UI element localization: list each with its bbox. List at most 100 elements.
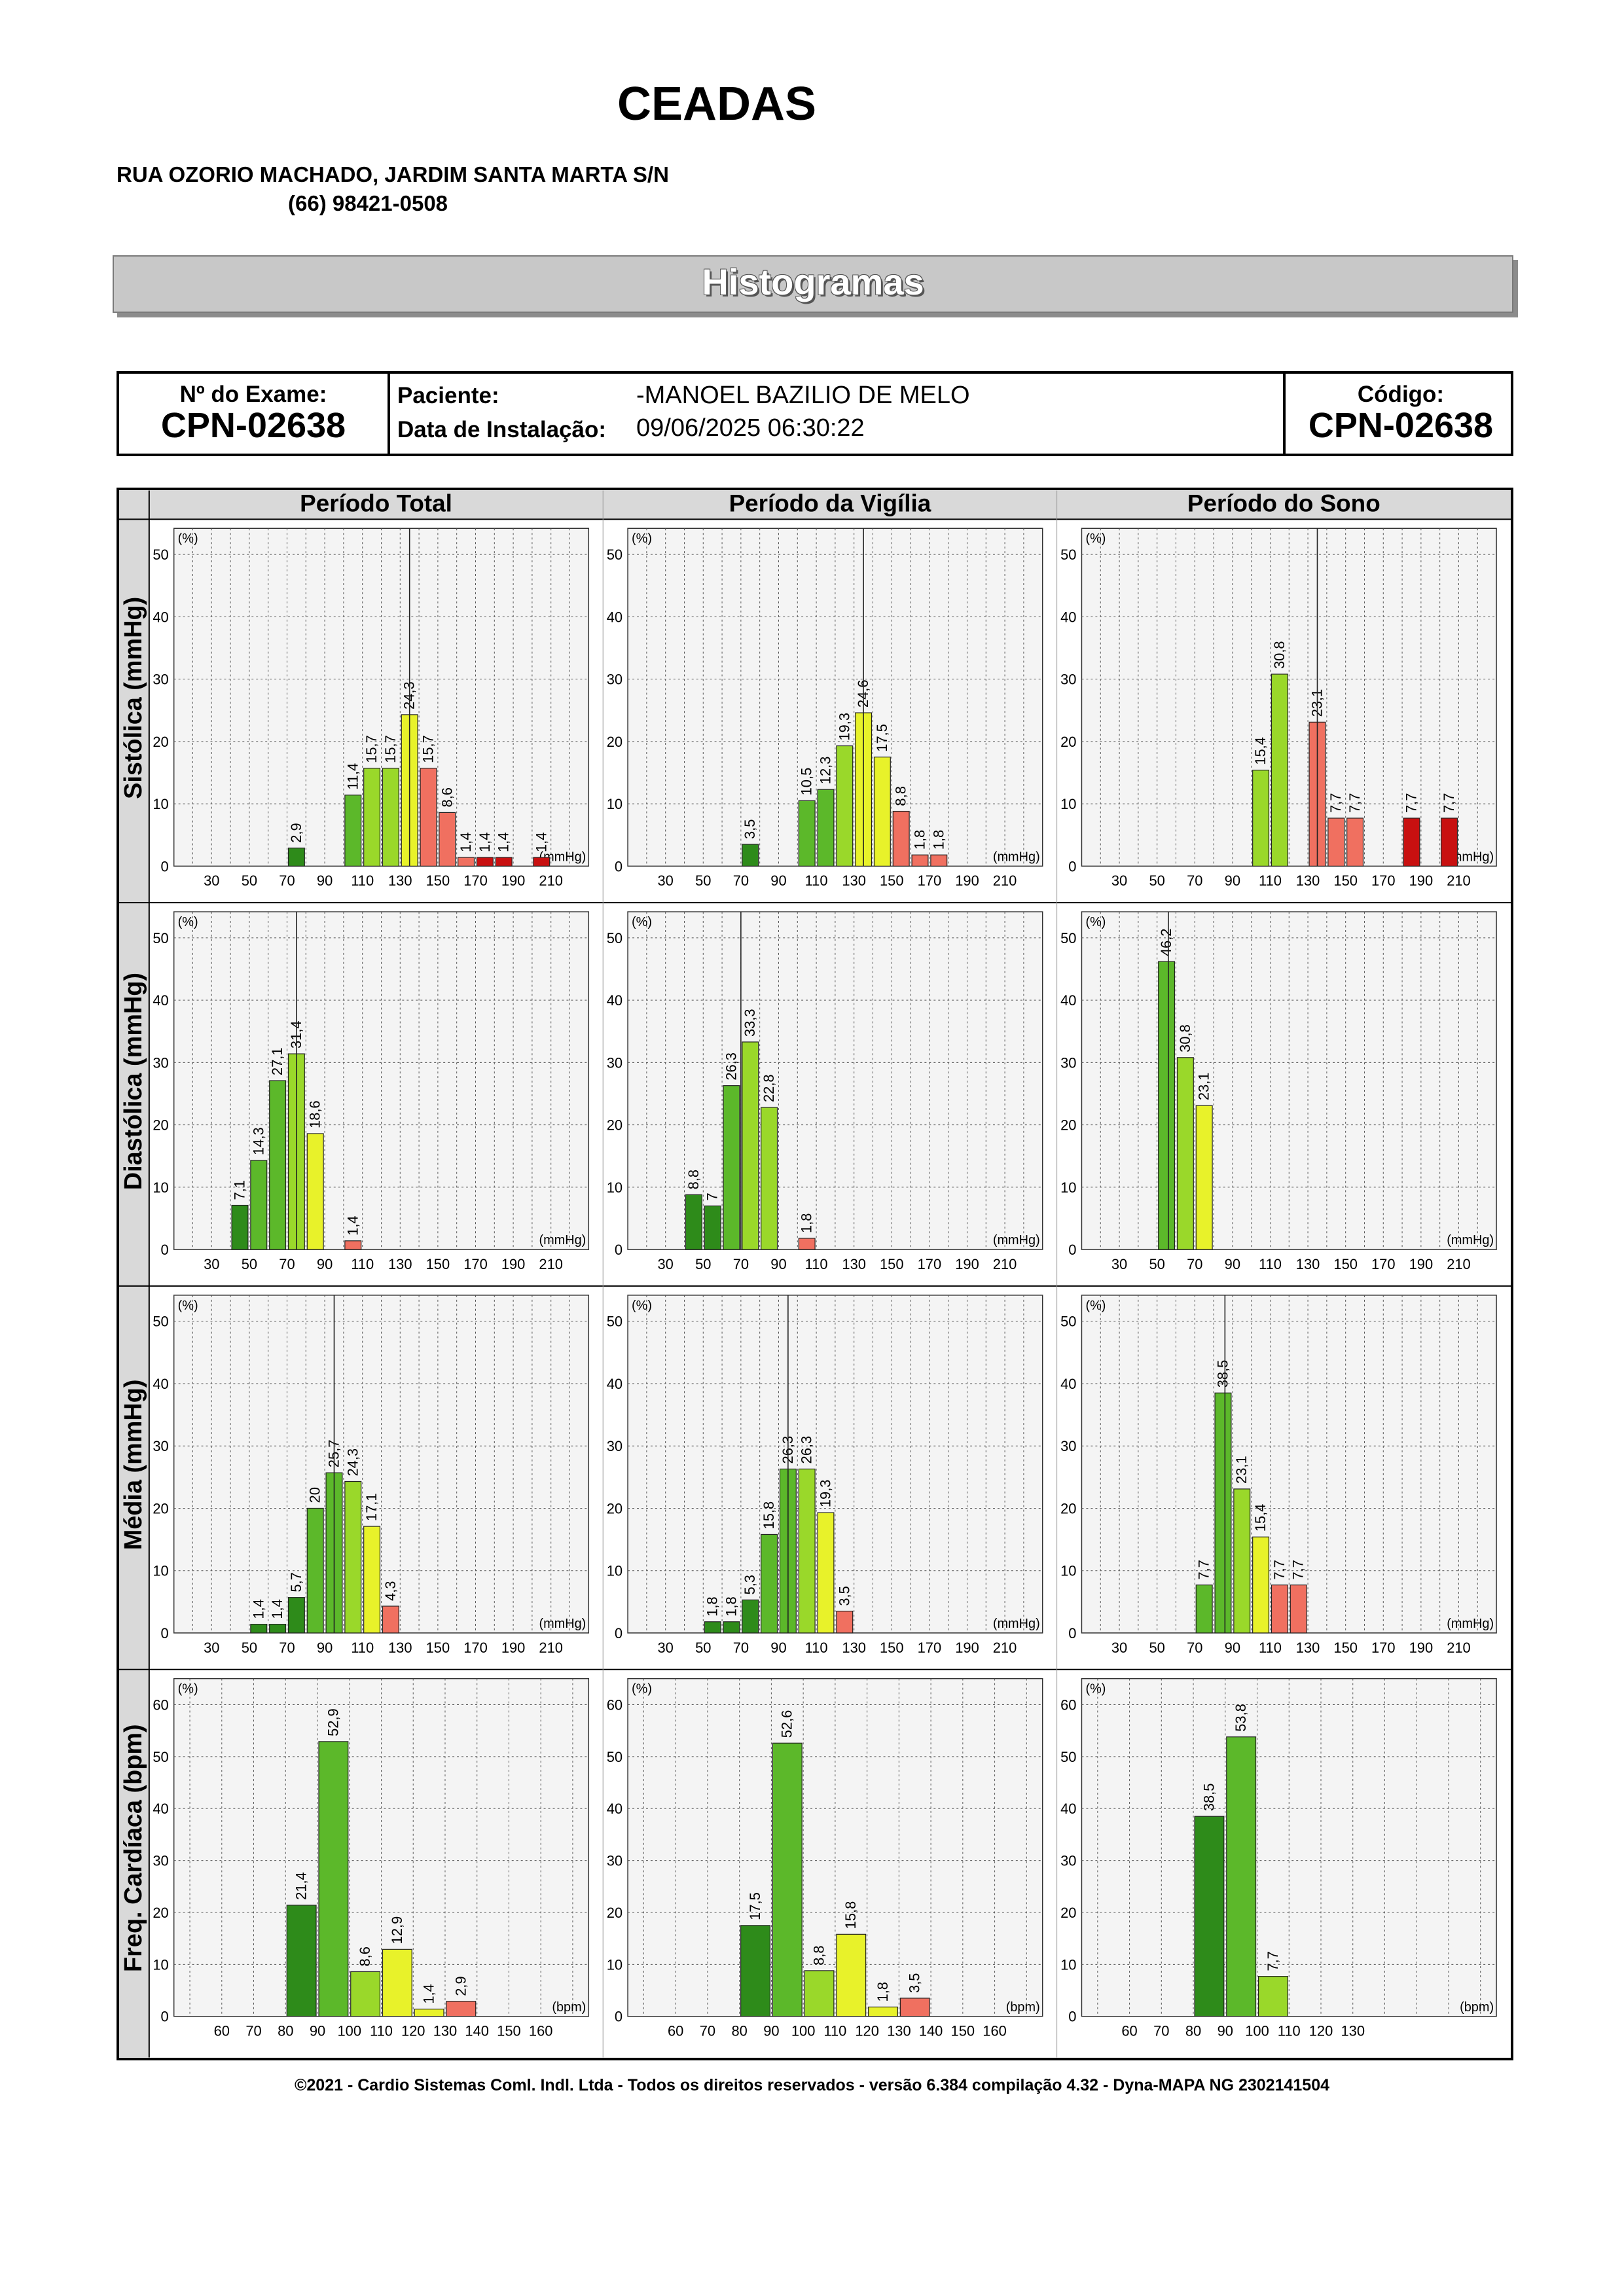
y-tick-label: 30 [607,672,623,688]
bar-value-label: 19,3 [836,713,852,741]
x-tick-label: 100 [1245,2023,1269,2039]
histogram-bar [873,757,891,867]
bar-value-label: 10,5 [799,768,815,796]
x-tick-label: 90 [763,2023,779,2039]
histogram-bar [533,857,550,867]
bar-value-label: 8,8 [810,1945,827,1965]
bar-value-label: 1,4 [250,1599,266,1619]
histogram-bar [1252,770,1270,867]
y-unit-label: (%) [178,531,198,546]
x-tick-label: 190 [955,1640,979,1656]
y-tick-label: 50 [607,1749,623,1765]
bar-value-label: 30,8 [1271,641,1288,669]
y-tick-label: 10 [1060,796,1076,812]
y-tick-label: 10 [153,1179,168,1196]
x-tick-label: 210 [993,1640,1017,1656]
histogram-bar [495,857,513,867]
x-tick-label: 160 [529,2023,553,2039]
y-tick-label: 20 [1060,1117,1076,1134]
y-tick-label: 30 [607,1054,623,1071]
row-title: Média (mmHg) [120,1380,147,1551]
exam-number: CPN-02638 [160,406,346,445]
bar-value-label: 1,4 [477,833,493,852]
y-tick-label: 40 [1060,1376,1076,1392]
x-tick-label: 90 [770,1256,786,1272]
x-tick-label: 110 [351,872,374,889]
y-tick-label: 0 [161,1625,169,1641]
x-unit-label: (mmHg) [1447,1617,1494,1631]
histogram-chart: 0 10 20 30 40 50 (%) (mmHg) 30 50 70 90 110 130 150 170… [1060,1295,1497,1656]
column-title: Período Total [300,490,452,516]
histogram-bar [306,1133,324,1250]
bar-value-label: 52,6 [779,1710,795,1738]
bar-value-label: 7,7 [1271,1560,1288,1579]
patient-label: Paciente: [397,383,499,408]
bar-value-label: 8,8 [893,786,909,806]
y-unit-label: (%) [1085,531,1106,546]
x-tick-label: 80 [1185,2023,1201,2039]
y-tick-label: 30 [1060,1853,1076,1869]
y-tick-label: 10 [607,1956,623,1973]
x-tick-label: 130 [842,1640,866,1656]
bar-value-label: 22,8 [761,1074,777,1102]
histogram-bar [1214,1392,1232,1634]
bar-value-label: 15,7 [420,735,436,763]
histogram-bar [742,1599,759,1634]
code-value: CPN-02638 [1308,406,1494,445]
x-tick-label: 140 [465,2023,489,2039]
x-tick-label: 130 [1296,872,1320,889]
y-tick-label: 50 [1060,930,1076,946]
bar-value-label: 23,1 [1233,1456,1250,1484]
x-tick-label: 110 [823,2023,846,2039]
bar-value-label: 18,6 [307,1100,323,1128]
bar-value-label: 21,4 [293,1872,310,1900]
bar-value-label: 7,7 [1327,793,1344,813]
x-tick-label: 110 [805,872,828,889]
bar-value-label: 12,9 [389,1916,405,1945]
histogram-bar [911,854,929,867]
bar-value-label: 7,7 [1403,793,1419,813]
x-tick-label: 210 [1447,1640,1471,1656]
x-tick-label: 130 [388,1640,412,1656]
histogram-grid: Período Total Período da Vigília Período d… [117,488,1513,2060]
y-tick-label: 50 [1060,1314,1076,1330]
x-tick-label: 150 [880,872,904,889]
y-tick-label: 30 [1060,1054,1076,1071]
x-unit-label: (mmHg) [539,850,586,864]
x-tick-label: 150 [951,2023,975,2039]
histogram-bar [1226,1736,1257,2017]
y-tick-label: 0 [1068,1625,1076,1641]
bar-value-label: 1,8 [704,1596,721,1616]
y-tick-label: 40 [153,609,168,625]
y-tick-label: 0 [161,1242,169,1258]
x-unit-label: (mmHg) [539,1617,586,1631]
x-tick-label: 80 [731,2023,747,2039]
histogram-bar [761,1534,778,1634]
x-tick-label: 70 [279,1640,295,1656]
bar-value-label: 1,4 [533,833,549,852]
bar-value-label: 26,3 [723,1052,739,1081]
x-tick-label: 70 [733,1256,749,1272]
x-tick-label: 50 [695,1256,711,1272]
histogram-bar [382,1948,412,2017]
x-tick-label: 110 [370,2023,393,2039]
x-tick-label: 210 [539,1640,563,1656]
row-title: Diastólica (mmHg) [120,973,147,1190]
y-tick-label: 40 [607,992,623,1009]
y-tick-label: 0 [1068,1242,1076,1258]
bar-value-label: 2,9 [452,1976,469,1996]
y-tick-label: 50 [153,1749,168,1765]
histogram-bar [1257,1976,1288,2017]
x-tick-label: 190 [501,1256,526,1272]
histogram-bar [344,1480,362,1634]
x-tick-label: 30 [204,1640,219,1656]
histogram-bar [1271,1585,1288,1634]
x-tick-label: 120 [401,2023,425,2039]
x-tick-label: 170 [1371,1640,1396,1656]
bar-value-label: 19,3 [817,1480,833,1508]
histogram-bar [420,768,437,867]
x-tick-label: 150 [1333,1256,1358,1272]
x-tick-label: 70 [1153,2023,1169,2039]
x-tick-label: 150 [497,2023,521,2039]
bar-value-label: 7,7 [1346,793,1363,813]
